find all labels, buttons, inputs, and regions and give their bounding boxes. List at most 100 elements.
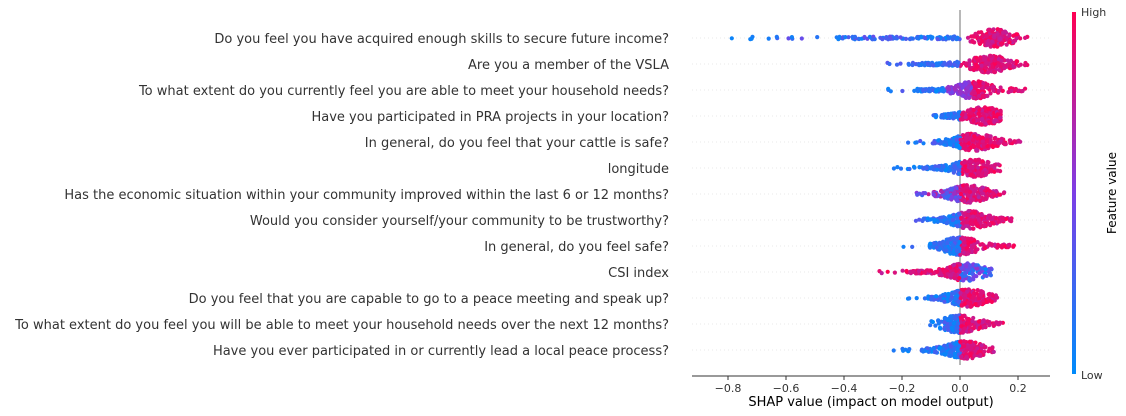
shap-point [944, 221, 949, 226]
shap-point [970, 271, 975, 276]
shap-point [996, 57, 1001, 62]
shap-point [967, 339, 972, 344]
feature-label: Do you feel you have acquired enough ski… [214, 32, 669, 47]
shap-point [982, 349, 987, 354]
shap-point [977, 93, 982, 98]
shap-point [945, 241, 950, 246]
shap-point [966, 108, 971, 113]
shap-point [980, 135, 985, 140]
shap-point [958, 315, 963, 320]
shap-point [988, 216, 993, 221]
shap-point [961, 278, 966, 283]
shap-point [1000, 216, 1005, 221]
shap-point [908, 36, 913, 42]
shap-point [885, 269, 890, 274]
shap-point [931, 192, 937, 197]
shap-point [992, 70, 997, 75]
shap-point [971, 326, 976, 331]
shap-point [973, 263, 979, 268]
shap-point [931, 167, 936, 172]
shap-point [914, 35, 920, 41]
shap-point [799, 36, 804, 41]
shap-point [962, 296, 967, 301]
shap-point [927, 89, 932, 94]
shap-point [989, 167, 994, 172]
shap-point [983, 267, 988, 272]
shap-point [971, 118, 976, 123]
shap-point [968, 264, 973, 269]
shap-point [960, 235, 965, 240]
shap-point [964, 138, 969, 143]
shap-point [965, 185, 970, 190]
shap-point [951, 139, 956, 144]
shap-point [995, 242, 1001, 247]
feature-label: Do you feel that you are capable to go t… [189, 292, 669, 307]
shap-point [945, 166, 950, 171]
shap-point [976, 217, 982, 222]
shap-point [915, 87, 920, 92]
shap-point [934, 294, 939, 299]
feature-label: To what extent do you currently feel you… [138, 84, 669, 99]
shap-point [931, 345, 937, 351]
shap-point [982, 273, 987, 278]
shap-point [975, 58, 980, 63]
shap-point [953, 272, 958, 277]
shap-point [894, 62, 900, 67]
shap-point [983, 171, 989, 176]
shap-point [922, 296, 928, 301]
shap-point [991, 349, 996, 354]
shap-point [962, 270, 968, 276]
shap-point [1013, 38, 1018, 43]
shap-point [990, 144, 996, 150]
shap-point [979, 172, 984, 177]
shap-point [979, 63, 984, 68]
shap-point [980, 159, 985, 164]
shap-point [998, 41, 1004, 46]
shap-point [930, 35, 935, 40]
shap-point [964, 89, 969, 95]
shap-point [939, 189, 945, 195]
shap-point [944, 324, 950, 329]
shap-point [928, 241, 933, 246]
shap-point [987, 222, 992, 227]
shap-point [975, 161, 980, 166]
shap-point [971, 107, 976, 113]
shap-point [942, 316, 948, 321]
shap-point [971, 34, 976, 39]
shap-point [898, 166, 904, 171]
shap-point [911, 164, 917, 169]
shap-point [900, 268, 905, 273]
shap-point [965, 304, 970, 309]
shap-point [969, 165, 974, 170]
feature-label: Would you consider yourself/your communi… [250, 214, 669, 229]
shap-point [932, 217, 937, 223]
shap-point [973, 302, 978, 307]
shap-point [886, 37, 891, 42]
shap-point [955, 63, 960, 68]
shap-point [992, 44, 997, 49]
shap-point [968, 159, 973, 164]
shap-point [749, 36, 754, 41]
shap-point [939, 167, 944, 173]
shap-point [976, 195, 982, 200]
shap-point [916, 268, 922, 274]
shap-point [973, 81, 978, 86]
shap-point [974, 266, 980, 271]
shap-point [951, 212, 956, 217]
shap-point [997, 192, 1002, 197]
shap-point [978, 187, 984, 192]
shap-point [971, 244, 976, 249]
shap-point [998, 28, 1003, 33]
shap-point [986, 42, 991, 47]
shap-point [957, 171, 962, 176]
shap-point [914, 296, 919, 301]
shap-point [927, 268, 932, 273]
shap-point [954, 160, 959, 165]
shap-point [959, 215, 964, 220]
shap-point [995, 321, 1000, 326]
shap-point [880, 37, 885, 42]
shap-point [978, 242, 983, 247]
shap-point [952, 351, 957, 356]
shap-point [948, 142, 953, 147]
